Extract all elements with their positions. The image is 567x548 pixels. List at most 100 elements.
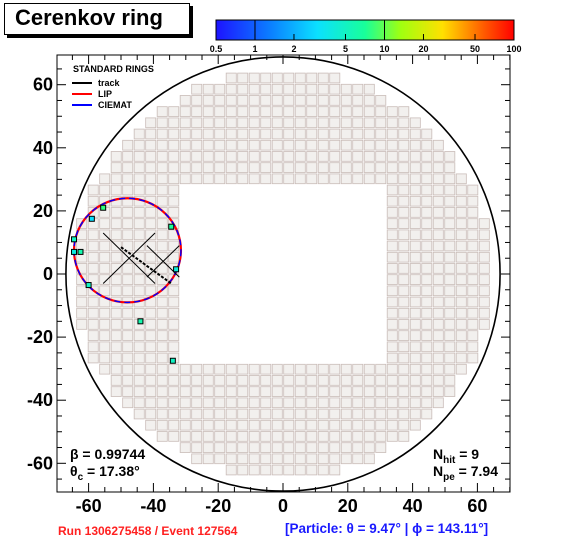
pmt-cell [110,274,122,285]
pmt-cell [202,419,214,431]
pmt-cell [122,341,134,353]
pmt-cell [340,363,352,375]
pmt-cell [421,162,433,173]
pmt-cell [409,386,421,397]
pmt-cell [237,419,249,431]
x-tick-label: 60 [467,496,487,516]
pmt-cell [260,442,272,453]
pmt-cell [237,464,249,476]
pmt-cell [122,218,134,229]
pmt-cell [260,95,272,106]
pmt-cell [122,240,134,252]
pmt-cell [444,173,456,185]
pmt-cell [306,173,318,185]
pmt-cell [99,341,111,353]
pmt-cell [237,106,249,117]
pmt-cell [271,442,283,453]
pmt-cell [306,419,318,431]
pmt-cell [145,117,157,129]
pmt-cell [260,173,272,185]
legend-lip-label: LIP [98,89,112,99]
pmt-cell [455,274,467,285]
pmt-cell [156,263,168,274]
pmt-cell [179,397,191,409]
pmt-cell [386,207,398,218]
pmt-cell [363,431,375,442]
pmt-cell [122,151,134,162]
chart-title-box: Cerenkov ring [4,3,190,35]
pmt-cell [110,184,122,196]
pmt-cell [283,95,295,106]
pmt-cell [248,95,260,106]
pmt-cell [225,173,237,185]
pmt-cell [352,106,364,117]
pmt-cell [237,386,249,397]
pmt-cell [467,341,479,353]
pmt-cell [87,352,99,364]
pmt-cell [329,151,341,162]
pmt-cell [191,431,203,442]
pmt-cell [214,408,226,420]
pmt-cell [421,296,433,308]
pmt-cell [110,386,122,397]
pmt-cell [110,207,122,218]
pmt-cell [432,397,444,409]
pmt-cell [260,419,272,431]
pmt-cell [237,162,249,173]
pmt-cell [191,173,203,185]
pmt-cell [363,128,375,140]
pmt-cell [168,307,180,319]
pmt-cell [386,352,398,364]
colorbar-tick-label: 50 [470,44,480,54]
pmt-cell [398,263,410,274]
legend-ciemat-label: CIEMAT [98,100,132,110]
pmt-cell [248,128,260,140]
pmt-cell [156,229,168,241]
pmt-cell [191,151,203,162]
pmt-cell [248,464,260,476]
pmt-cell [283,72,295,84]
pmt-cell [122,285,134,297]
pmt-cell [110,352,122,364]
pmt-cell [122,173,134,185]
pmt-cell [375,151,387,162]
colorbar-tick-label: 0.5 [210,44,223,54]
pmt-cell [421,240,433,252]
pmt-cell [363,408,375,420]
pmt-cell [409,218,421,229]
pmt-cell [156,419,168,431]
pmt-cell [306,95,318,106]
pmt-cell [329,139,341,151]
pmt-cell [294,375,306,386]
pmt-cell [340,442,352,453]
pmt-cell [99,319,111,330]
pmt-cell [363,173,375,185]
pmt-cell [421,375,433,386]
pmt-cell [271,139,283,151]
pmt-cell [398,296,410,308]
pmt-cell [260,397,272,409]
pmt-cell [283,464,295,476]
pmt-cell [202,431,214,442]
pmt-cell [306,151,318,162]
pmt-cell [237,83,249,95]
pmt-cell [455,352,467,364]
crosshair-line [102,232,156,284]
pmt-cell [444,274,456,285]
pmt-cell [294,397,306,409]
npe-stat: Npe = 7.94 [433,463,498,483]
pmt-cell [421,251,433,263]
pmt-cell [340,419,352,431]
colorbar-gradient [215,19,515,41]
pmt-cell [306,397,318,409]
pmt-cell [145,408,157,420]
pmt-cell [133,352,145,364]
pmt-cell [375,375,387,386]
pmt-cell [156,218,168,229]
pmt-cell [237,442,249,453]
pmt-cell [156,128,168,140]
pmt-cell [432,195,444,207]
pmt-cell [145,419,157,431]
pmt-cell [398,184,410,196]
pmt-cell [225,464,237,476]
